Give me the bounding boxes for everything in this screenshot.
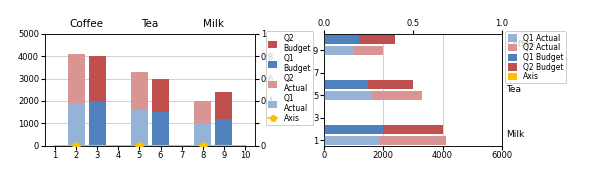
- Bar: [152, 79, 169, 112]
- Bar: [324, 91, 371, 100]
- Text: Tea: Tea: [506, 85, 522, 94]
- Bar: [368, 80, 413, 89]
- Bar: [353, 46, 383, 55]
- Bar: [324, 125, 383, 134]
- Bar: [89, 56, 106, 101]
- Bar: [194, 123, 211, 146]
- Bar: [380, 136, 446, 145]
- Bar: [194, 101, 211, 123]
- Text: Coffee: Coffee: [506, 40, 536, 49]
- Bar: [359, 35, 395, 44]
- Bar: [131, 72, 148, 110]
- Bar: [324, 46, 353, 55]
- Bar: [131, 110, 148, 146]
- Bar: [216, 92, 232, 119]
- Bar: [68, 54, 84, 103]
- Bar: [216, 119, 232, 146]
- Bar: [152, 112, 169, 146]
- Bar: [324, 136, 380, 145]
- Bar: [324, 35, 359, 44]
- Text: Tea: Tea: [141, 19, 159, 29]
- Bar: [68, 103, 84, 146]
- Legend: Q1 Actual, Q2 Actual, Q1 Budget, Q2 Budget, Axis: Q1 Actual, Q2 Actual, Q1 Budget, Q2 Budg…: [505, 31, 566, 83]
- Text: Milk: Milk: [203, 19, 224, 29]
- Bar: [383, 125, 443, 134]
- Bar: [89, 101, 106, 146]
- Text: Milk: Milk: [506, 130, 525, 139]
- Bar: [324, 80, 368, 89]
- Bar: [371, 91, 422, 100]
- Text: Coffee: Coffee: [69, 19, 104, 29]
- Legend: Q2
Budget, Q1
Budget, Q2
Actual, Q1
Actual, Axis: Q2 Budget, Q1 Budget, Q2 Actual, Q1 Actu…: [266, 31, 313, 125]
